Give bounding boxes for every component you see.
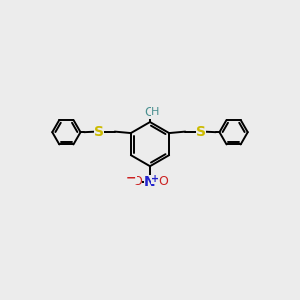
Text: H: H: [151, 107, 159, 117]
Text: +: +: [151, 174, 159, 184]
Text: N: N: [144, 175, 156, 188]
Text: S: S: [94, 124, 104, 139]
Text: −: −: [126, 171, 137, 184]
Text: O: O: [132, 175, 142, 188]
Text: O: O: [145, 106, 154, 119]
Text: S: S: [196, 124, 206, 139]
Text: O: O: [158, 175, 168, 188]
